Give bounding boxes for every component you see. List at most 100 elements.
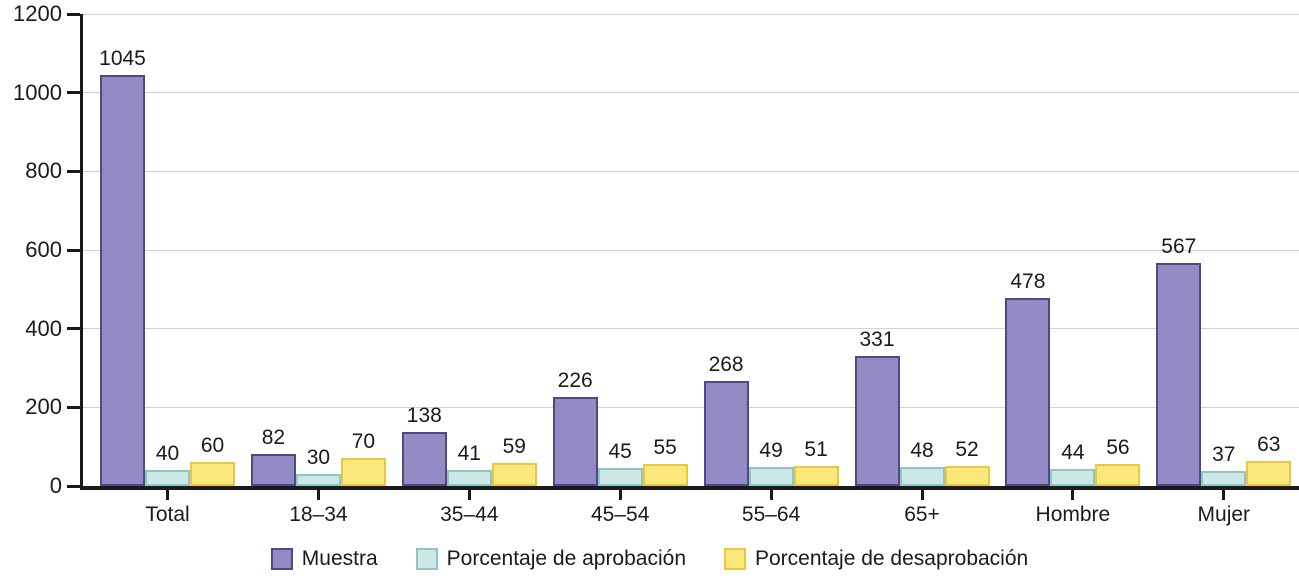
bar-value-label: 70: [351, 430, 376, 454]
bar-group-5: 268 49 51: [703, 14, 839, 486]
bar-group-1: 1045 40 60: [99, 14, 235, 486]
bar-value-label: 49: [759, 438, 783, 462]
x-axis-tick: [1071, 490, 1075, 500]
bar-value-label: 40: [155, 442, 180, 466]
bar-value-label: 1045: [99, 46, 146, 70]
bar-series-2: [1201, 471, 1247, 486]
bar-value-label: 56: [1106, 435, 1130, 459]
bar-group-3: 138 41 59: [401, 14, 537, 486]
legend-item-1: Muestra: [270, 547, 378, 571]
x-axis-tick: [920, 490, 924, 500]
gridline-800: [83, 170, 1299, 172]
bar-value-label: 51: [804, 437, 828, 461]
bar-series-3: [642, 464, 688, 486]
y-axis-tick: [67, 484, 80, 488]
legend: Muestra Porcentaje de aprobación Porcentaj…: [0, 546, 1299, 572]
bar-value-label: 44: [1061, 440, 1085, 464]
bar-value-label: 268: [708, 352, 744, 376]
plot-area: 1045 40 60 82 30 70 138 41 59 226 45 55 268 49 51 331 48…: [80, 13, 1299, 490]
x-axis-tick: [467, 490, 471, 500]
x-axis-category-label: 18–34: [289, 503, 348, 526]
bar-series-3: [1095, 463, 1141, 486]
bar-series-1: [854, 355, 900, 486]
x-axis-tick: [1222, 490, 1226, 500]
y-axis-tick-label: 200: [25, 394, 62, 420]
gridline-600: [83, 249, 1299, 251]
x-axis-category-label: 65+: [904, 503, 940, 526]
legend-item-3: Porcentaje de desaprobación: [724, 547, 1028, 571]
bar-series-1: [703, 380, 749, 486]
bar-value-label: 331: [859, 327, 895, 351]
y-axis-tick-label: 1200: [13, 1, 62, 26]
bar-series-2: [899, 467, 945, 486]
bar-series-1: [1156, 262, 1202, 486]
y-axis-tick-label: 1000: [13, 79, 62, 105]
gridline-1200: [83, 13, 1299, 15]
bar-value-label: 63: [1257, 433, 1281, 457]
x-axis-category-label: 45–54: [590, 503, 650, 526]
bar-series-2: [446, 469, 492, 486]
bar-series-3: [190, 462, 235, 486]
bar-value-label: 59: [502, 434, 526, 458]
x-axis-category-label: 35–44: [440, 503, 499, 526]
legend-label: Porcentaje de desaprobación: [755, 547, 1029, 570]
x-axis-tick: [769, 490, 773, 500]
x-axis-tick: [316, 490, 320, 500]
y-axis-tick: [67, 405, 80, 409]
bar-series-1: [100, 74, 145, 486]
bar-series-2: [748, 466, 794, 486]
bar-series-1: [250, 453, 296, 486]
bar-value-label: 138: [406, 403, 442, 427]
bar-value-label: 52: [955, 437, 979, 461]
legend-item-2: Porcentaje de aprobación: [415, 547, 686, 571]
legend-label: Porcentaje de aprobación: [446, 547, 686, 570]
legend-swatch-icon: [270, 548, 293, 570]
gridline-400: [83, 328, 1299, 330]
gridline-200: [83, 406, 1299, 408]
bar-series-2: [1050, 468, 1096, 486]
plot-inner: 1045 40 60 82 30 70 138 41 59 226 45 55 268 49 51 331 48…: [83, 13, 1299, 486]
legend-swatch-icon: [415, 548, 438, 570]
bar-value-label: 478: [1010, 270, 1046, 293]
bar-series-2: [597, 468, 643, 486]
bar-series-3: [944, 465, 990, 486]
bar-series-1: [552, 397, 598, 486]
bar-group-4: 226 45 55: [552, 14, 688, 486]
y-axis-tick-label: 600: [25, 237, 62, 262]
bar-series-3: [793, 465, 839, 486]
bar-series-2: [295, 474, 341, 486]
x-axis-category-label: Total: [145, 503, 190, 526]
bar-value-label: 30: [306, 446, 331, 470]
x-axis-tick: [166, 490, 169, 500]
bar-series-1: [401, 431, 447, 486]
bar-series-1: [1005, 298, 1051, 486]
y-axis-tick-label: 0: [49, 473, 62, 498]
bar-value-label: 82: [261, 425, 286, 449]
bar-group-6: 331 48 52: [854, 14, 990, 486]
legend-swatch-icon: [724, 548, 746, 570]
bar-group-2: 82 30 70: [250, 14, 386, 486]
y-axis-tick: [67, 327, 80, 331]
x-axis-category-label: Hombre: [1035, 503, 1111, 526]
bar-value-label: 567: [1161, 234, 1197, 258]
bar-series-3: [340, 458, 386, 486]
x-axis-category-label: 55–64: [741, 503, 801, 526]
y-axis-tick: [67, 248, 80, 252]
y-axis-tick-label: 400: [25, 315, 62, 341]
bar-value-label: 41: [457, 441, 481, 465]
bar-group-8: 567 37 63: [1156, 14, 1292, 486]
legend-label: Muestra: [301, 547, 378, 570]
y-axis-tick: [67, 169, 80, 173]
bar-series-2: [145, 470, 190, 486]
bar-value-label: 226: [557, 369, 593, 393]
bar-group-7: 478 44 56: [1005, 14, 1141, 486]
gridline-1000: [83, 92, 1299, 94]
bar-value-label: 60: [200, 434, 225, 458]
bar-value-label: 37: [1212, 443, 1236, 467]
y-axis-tick: [67, 91, 80, 95]
y-axis-tick: [67, 12, 80, 16]
bar-value-label: 48: [910, 439, 934, 463]
y-axis-tick-label: 800: [25, 158, 62, 184]
bar-value-label: 55: [653, 436, 677, 460]
